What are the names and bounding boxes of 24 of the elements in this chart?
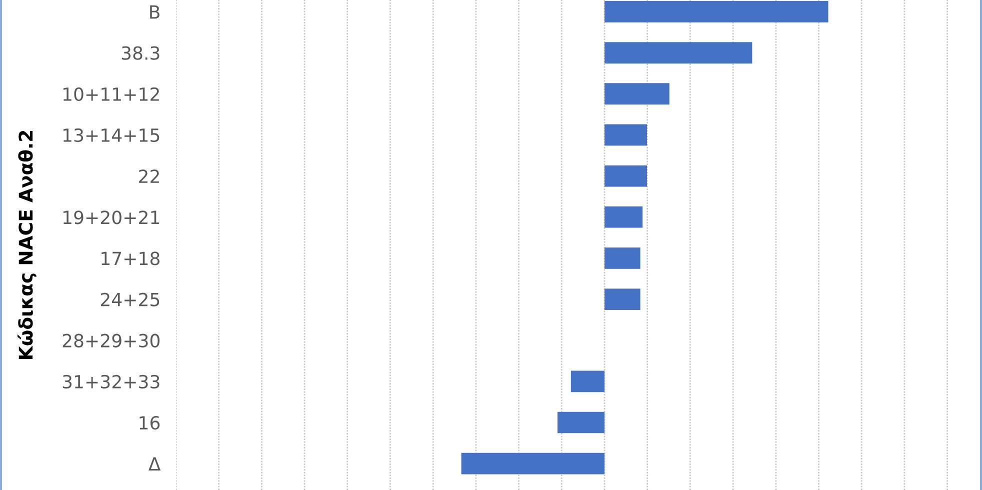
y-tick-label: 22 (139, 169, 159, 183)
bar (558, 412, 604, 434)
y-tick-label: 13+14+15 (64, 128, 160, 142)
bar (604, 248, 640, 269)
bar (461, 452, 604, 474)
y-tick-label: Β (150, 5, 160, 19)
y-tick-label: 17+18 (102, 252, 160, 266)
y-tick-label: Δ (148, 457, 161, 470)
bar (604, 288, 640, 310)
bar (604, 1, 828, 22)
y-tick-label: 31+32+33 (62, 374, 160, 389)
bar (604, 124, 648, 146)
y-tick-label: 24+25 (100, 292, 160, 306)
bar (604, 42, 752, 64)
y-tick-label: 10+11+12 (64, 87, 159, 101)
y-tick-label: 28+29+30 (62, 334, 160, 348)
bar (570, 370, 604, 392)
bar (604, 165, 648, 187)
y-axis-title: Κώδικας NACE Αναθ.2 (18, 130, 36, 359)
y-tick-label: 19+20+21 (64, 210, 160, 224)
y-tick-label: 16 (140, 416, 160, 430)
y-tick-label: 38.3 (122, 46, 160, 60)
bar (604, 83, 670, 105)
bar (604, 206, 643, 228)
